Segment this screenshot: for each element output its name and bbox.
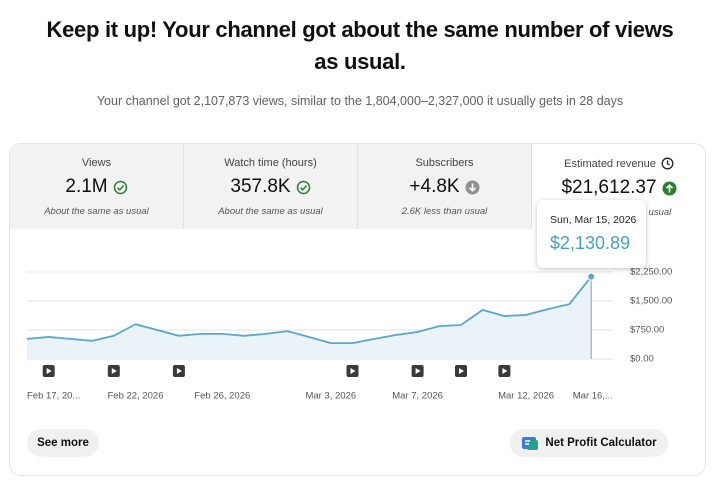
- y-tick-label: $750.00: [630, 325, 664, 336]
- metric-value: 2.1M: [65, 176, 108, 197]
- see-more-button[interactable]: See more: [27, 429, 99, 457]
- hover-point: [587, 272, 596, 281]
- headline: Keep it up! Your channel got about the s…: [46, 17, 674, 74]
- metric-label: Watch time (hours): [224, 157, 317, 169]
- up-icon: [662, 181, 677, 195]
- x-tick-label: Mar 16,...: [573, 391, 613, 402]
- metric-card[interactable]: Subscribers +4.8K 2.6K less than usual: [358, 144, 532, 229]
- metric-label: Subscribers: [415, 157, 474, 169]
- down-icon: [465, 180, 480, 194]
- metric-value: $21,612.37: [561, 177, 657, 198]
- analytics-card: Views 2.1M About the same as usual Watch…: [9, 143, 706, 476]
- video-marker-play: [350, 368, 356, 374]
- y-tick-label: $2,250.00: [630, 267, 672, 278]
- metric-value: +4.8K: [409, 176, 460, 197]
- clock-icon: [661, 157, 674, 170]
- subtitle: Your channel got 2,107,873 views, simila…: [96, 94, 624, 108]
- metric-note: 2.6K less than usual: [401, 206, 488, 217]
- video-marker-play: [111, 368, 117, 374]
- video-marker-play: [176, 368, 182, 374]
- y-tick-label: $0.00: [630, 354, 654, 365]
- button-label: See more: [37, 437, 89, 449]
- tooltip: Sun, Mar 15, 2026 $2,130.89: [537, 200, 646, 268]
- x-tick-label: Mar 3, 2026: [305, 391, 356, 402]
- x-tick-label: Mar 12, 2026: [498, 391, 554, 402]
- metric-label: Estimated revenue: [564, 157, 656, 170]
- metric-note: About the same as usual: [218, 206, 323, 217]
- y-tick-label: $1,500.00: [630, 296, 672, 307]
- x-tick-label: Mar 7, 2026: [392, 391, 443, 402]
- calculator-icon: [522, 437, 539, 450]
- metric-card[interactable]: Views 2.1M About the same as usual: [10, 144, 184, 229]
- video-marker-play: [46, 368, 52, 374]
- calculator-button[interactable]: Net Profit Calculator: [510, 429, 668, 457]
- metric-label: Views: [81, 157, 112, 169]
- tooltip-value: $2,130.89: [550, 233, 631, 253]
- video-marker-play: [415, 368, 421, 374]
- x-tick-label: Feb 26, 2026: [194, 391, 250, 402]
- line: [26, 276, 592, 345]
- tooltip-date: Sun, Mar 15, 2026: [550, 214, 637, 226]
- video-marker-play: [502, 368, 508, 374]
- video-marker-play: [459, 368, 464, 374]
- metric-note: About the same as usual: [44, 206, 149, 217]
- area: [27, 276, 592, 359]
- check-icon: [296, 180, 310, 194]
- button-label: Net Profit Calculator: [545, 437, 657, 449]
- x-tick-label: Feb 17, 20...: [27, 391, 80, 402]
- x-tick-label: Feb 22, 2026: [108, 391, 164, 402]
- metric-card[interactable]: Watch time (hours) 357.8K About the same…: [184, 144, 358, 229]
- metric-value: 357.8K: [230, 176, 291, 197]
- check-icon: [113, 180, 127, 194]
